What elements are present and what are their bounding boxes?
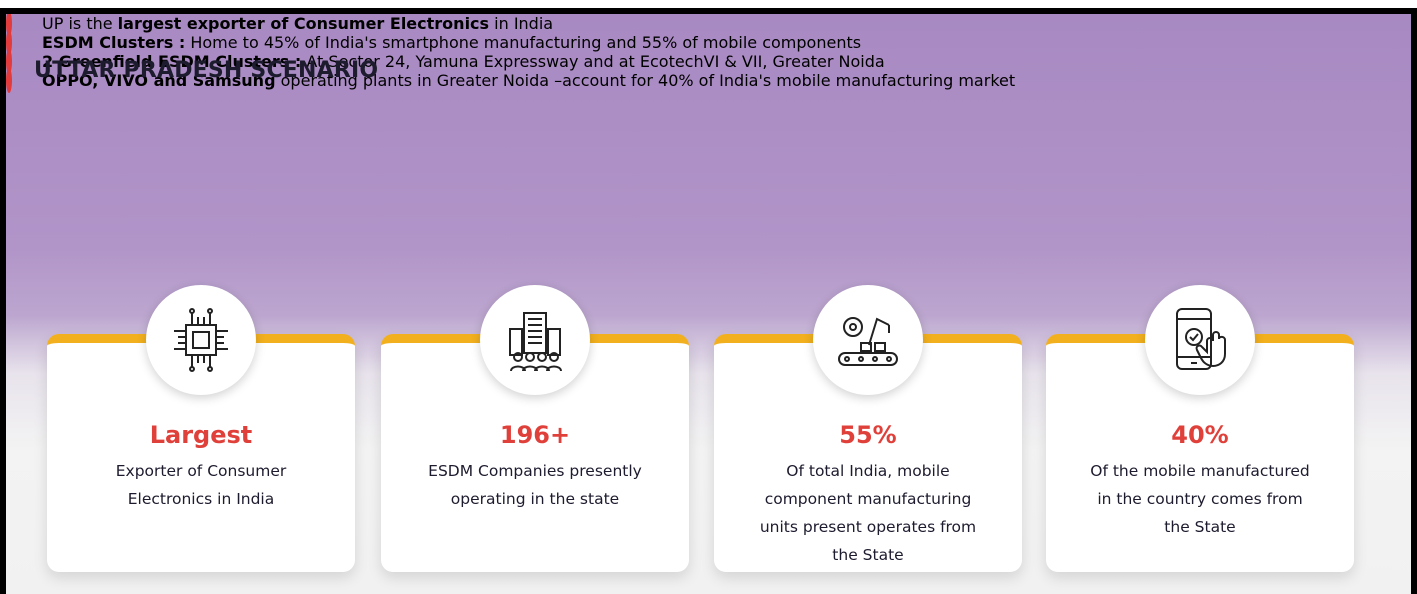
text-part: UP is the [42,14,118,33]
stat-card: 55% Of total India, mobile component manu… [714,285,1022,572]
text-part: ESDM Clusters : [42,33,186,52]
stat-value: 55% [839,421,897,449]
text-part: Home to 45% of India's smartphone manufa… [185,33,862,52]
icon [813,285,923,395]
text-part: in India [489,14,554,33]
text-part: operating plants in Greater Noida –accou… [275,71,1016,90]
bullet-text: OPPO, VIVO and Samsung operating plants … [42,71,1015,90]
text-part: OPPO, VIVO and Samsung [42,71,276,90]
stat-card: 196+ ESDM Companies presently operating i… [381,285,689,572]
text-part: At Sector 24, Yamuna Expressway and at E… [301,52,885,71]
bullet-text: 2 Greenfield ESDM Clusters : At Sector 2… [42,52,885,71]
bullet: 2 Greenfield ESDM Clusters : At Sector 2… [6,49,1411,74]
stat-card: 40% Of the mobile manufactured in the cou… [1046,285,1354,572]
panel: UTTAR PRADESH SCENARIO UP is the largest… [0,8,1417,594]
stat-description: Of the mobile manufactured in the countr… [1090,462,1310,536]
icon [1145,285,1255,395]
text-part: largest exporter of Consumer Electronics [117,14,490,33]
bullet-text: UP is the largest exporter of Consumer E… [42,14,553,33]
bullet-text: ESDM Clusters : Home to 45% of India's s… [42,33,861,52]
title: UTTAR PRADESH SCENARIO [34,58,379,83]
bullet: UP is the largest exporter of Consumer E… [6,14,1411,36]
bullet: ESDM Clusters : Home to 45% of India's s… [6,30,1411,55]
stat-value: 40% [1171,421,1229,449]
stat-card: Largest Exporter of Consumer Electronics … [47,285,355,572]
bullet-dot [6,68,12,93]
bullet-list: UP is the largest exporter of Consumer E… [6,14,1411,93]
stat-description: ESDM Companies presently operating in th… [428,462,642,508]
stat-value: Largest [149,421,253,449]
stat-description: Of total India, mobile component manufac… [759,462,977,564]
bullet: OPPO, VIVO and Samsung operating plants … [6,68,1411,93]
icon [480,285,590,395]
stat-description: Exporter of Consumer Electronics in Indi… [115,462,287,508]
stat-value: 196+ [499,421,571,449]
icon [146,285,256,395]
text-part: 2 Greenfield ESDM Clusters : [42,52,302,71]
